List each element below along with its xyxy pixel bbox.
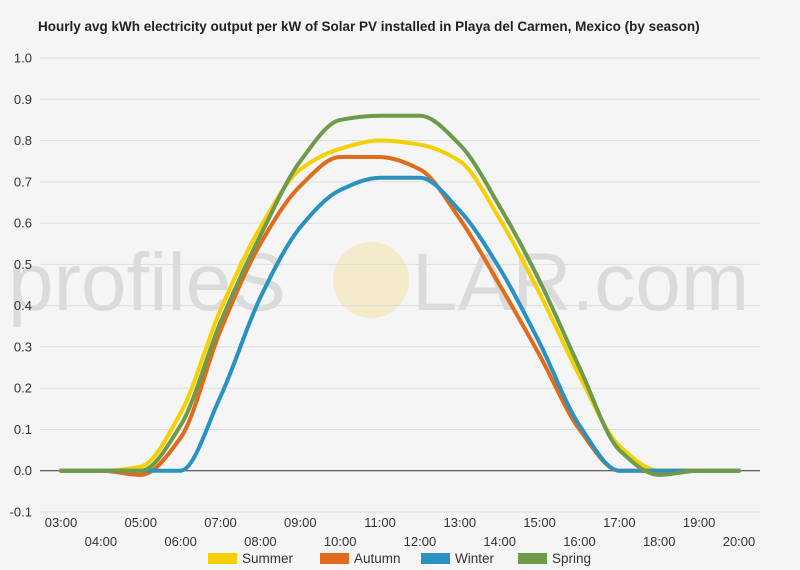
y-tick-label: 0.1 (14, 422, 32, 437)
x-tick-label: 14:00 (483, 534, 516, 549)
watermark-sun-icon (333, 242, 409, 318)
legend-swatch (320, 553, 349, 564)
y-tick-label: 0.7 (14, 174, 32, 189)
y-tick-label: 0.2 (14, 381, 32, 396)
legend-label: Autumn (354, 551, 401, 566)
legend-swatch (208, 553, 237, 564)
series-line-spring (59, 113, 741, 477)
x-tick-label: 09:00 (284, 515, 317, 530)
legend-item-summer[interactable]: Summer (208, 551, 294, 566)
watermark-text-left: profileS (8, 237, 286, 328)
x-tick-label: 04:00 (85, 534, 118, 549)
legend-label: Spring (552, 551, 591, 566)
y-tick-label: 0.9 (14, 92, 32, 107)
y-tick-label: 0.8 (14, 133, 32, 148)
legend-item-autumn[interactable]: Autumn (320, 551, 401, 566)
x-tick-label: 13:00 (444, 515, 477, 530)
y-tick-label: 0.5 (14, 257, 32, 272)
legend-item-spring[interactable]: Spring (518, 551, 591, 566)
series-line-winter (59, 175, 741, 473)
legend-swatch (518, 553, 547, 564)
y-tick-label: 0.3 (14, 339, 32, 354)
x-tick-label: 03:00 (45, 515, 78, 530)
y-tick-label: 0.0 (14, 463, 32, 478)
y-tick-label: 1.0 (14, 51, 32, 66)
legend-item-winter[interactable]: Winter (421, 551, 495, 566)
x-tick-label: 05:00 (124, 515, 157, 530)
x-tick-label: 07:00 (204, 515, 237, 530)
x-tick-label: 16:00 (563, 534, 596, 549)
x-tick-label: 15:00 (523, 515, 556, 530)
x-tick-label: 06:00 (164, 534, 197, 549)
y-axis-ticks: -0.1 0.0 0.1 0.2 0.3 0.4 0.5 0.6 0.7 0.8 0.9 1.0 (10, 51, 32, 520)
x-tick-label: 17:00 (603, 515, 636, 530)
legend-label: Winter (455, 551, 495, 566)
x-axis-ticks: 03:00 04:00 05:00 06:00 07:00 08:00 09:00 10:00… (45, 515, 756, 549)
chart-title: Hourly avg kWh electricity output per kW… (38, 19, 700, 34)
x-tick-label: 10:00 (324, 534, 357, 549)
legend[interactable]: Summer Autumn Winter Spring (208, 551, 591, 566)
legend-label: Summer (242, 551, 294, 566)
series-lines (59, 113, 741, 477)
x-tick-label: 18:00 (643, 534, 676, 549)
watermark-text-right: LAR.com (412, 237, 749, 328)
watermark: profileS LAR.com (8, 237, 749, 328)
legend-swatch (421, 553, 450, 564)
y-tick-label: 0.6 (14, 216, 32, 231)
x-tick-label: 20:00 (723, 534, 756, 549)
y-tick-label: -0.1 (10, 505, 32, 520)
series-line-summer (59, 138, 741, 473)
x-tick-label: 19:00 (683, 515, 716, 530)
x-tick-label: 08:00 (244, 534, 277, 549)
x-tick-label: 11:00 (364, 515, 396, 530)
y-tick-label: 0.4 (14, 298, 32, 313)
x-tick-label: 12:00 (404, 534, 437, 549)
